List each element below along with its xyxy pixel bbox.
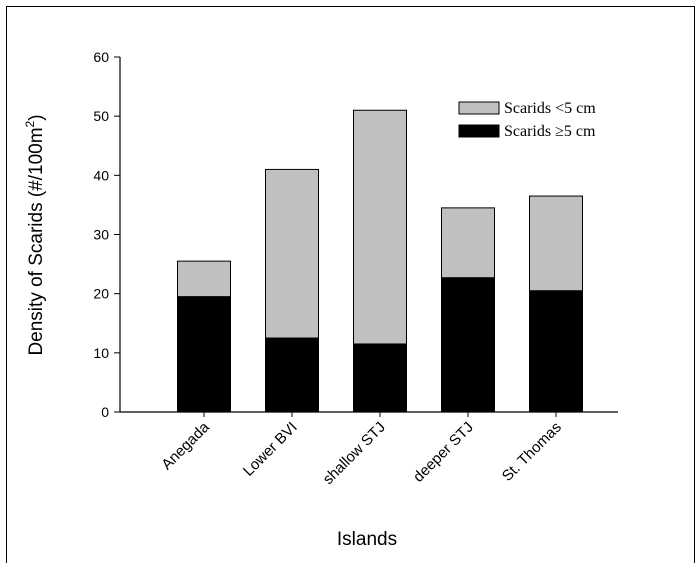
x-tick-label: Anegada xyxy=(158,418,213,473)
y-axis-label-end: ) xyxy=(26,114,47,120)
y-tick-label: 50 xyxy=(93,108,109,124)
y-tick-label: 30 xyxy=(93,227,109,243)
bar-large-deeper-stj xyxy=(441,277,495,413)
y-axis-label-superscript: 2 xyxy=(23,120,37,127)
x-tick-label: shallow STJ xyxy=(320,419,389,488)
y-axis-label: Density of Scarids (#/100m2) xyxy=(23,114,47,355)
bar-small-anegada xyxy=(177,260,231,298)
x-tick-label: Lower BVI xyxy=(240,419,301,480)
y-tick-label: 60 xyxy=(93,49,109,65)
x-tick-label: deeper STJ xyxy=(410,419,477,486)
y-axis-label-main: Density of Scarids (#/100m xyxy=(26,127,47,355)
bar-large-st-thomas xyxy=(529,290,583,413)
y-tick-label: 20 xyxy=(93,286,109,302)
figure-frame xyxy=(6,6,695,563)
x-axis: Anegada Lower BVI shallow STJ deeper STJ St.… xyxy=(120,411,618,488)
legend: Scarids <5 cm Scarids ≥5 cm xyxy=(458,100,596,140)
bar-small-shallow-stj xyxy=(353,109,407,345)
y-tick-label: 0 xyxy=(101,404,109,420)
bar-small-st-thomas xyxy=(529,195,583,292)
bars-layer xyxy=(177,109,583,413)
y-axis: 0 10 20 30 40 50 60 xyxy=(93,49,121,420)
bar-large-lower-bvi xyxy=(265,337,319,413)
legend-swatch xyxy=(458,101,500,115)
bar-large-shallow-stj xyxy=(353,343,407,413)
legend-label: Scarids ≥5 cm xyxy=(504,123,596,140)
y-tick-label: 10 xyxy=(93,345,109,361)
y-tick-label: 40 xyxy=(93,167,109,183)
x-tick-label: St. Thomas xyxy=(499,419,565,485)
x-axis-label: Islands xyxy=(337,529,397,550)
bar-small-lower-bvi xyxy=(265,168,319,339)
legend-swatch xyxy=(458,124,500,138)
bar-large-anegada xyxy=(177,296,231,413)
bar-small-deeper-stj xyxy=(441,207,495,279)
legend-label: Scarids <5 cm xyxy=(504,100,596,117)
